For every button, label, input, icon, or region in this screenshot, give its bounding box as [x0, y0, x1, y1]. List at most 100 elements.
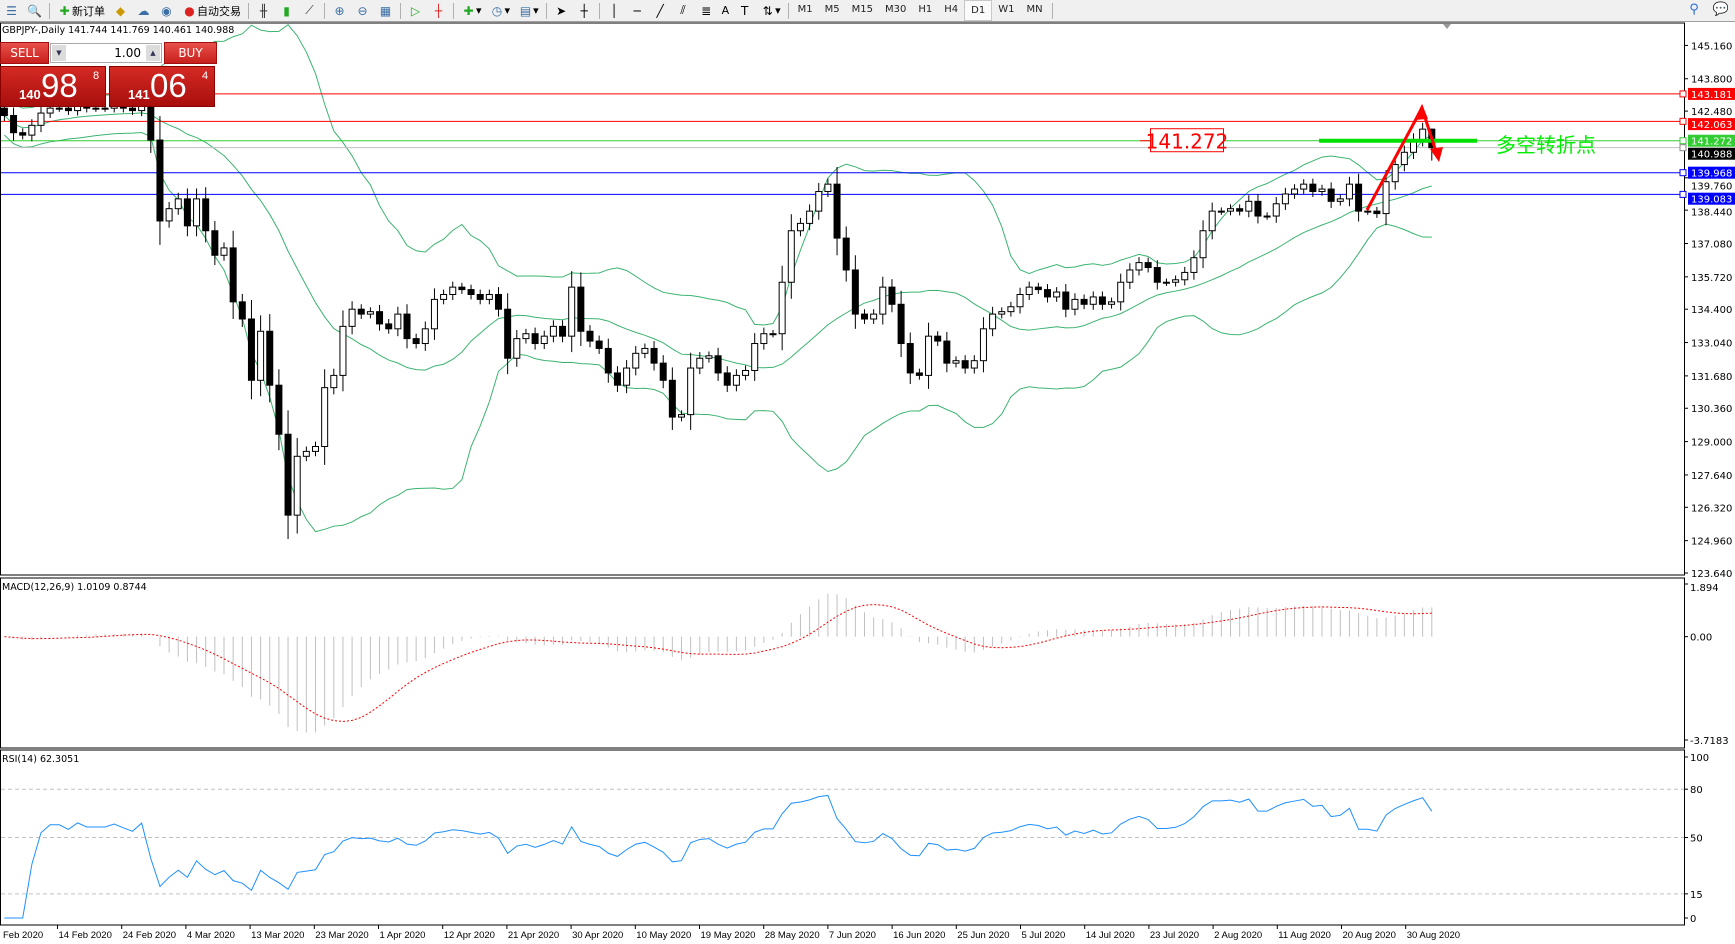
vertical-line-icon: │: [610, 3, 618, 18]
candle: [549, 325, 557, 337]
candle: [348, 308, 356, 327]
timeframe-mn[interactable]: MN: [1026, 4, 1043, 15]
candle: [1355, 183, 1363, 212]
zoom-in-button[interactable]: ⊕: [328, 1, 351, 20]
price-tick-label: 130.360: [1691, 404, 1732, 415]
candle: [193, 198, 201, 227]
trendline-tool[interactable]: ╱: [649, 1, 672, 20]
candle: [1117, 281, 1125, 303]
buy-price[interactable]: 141 06 4: [109, 66, 215, 107]
text-label-tool[interactable]: T: [733, 1, 756, 20]
lot-increase-button[interactable]: ▲: [146, 45, 160, 61]
timeframe-d1[interactable]: D1: [964, 0, 993, 21]
text-tool[interactable]: A: [718, 1, 734, 20]
candle: [815, 191, 823, 212]
auto-trading-button[interactable]: ● 自动交易: [178, 1, 245, 20]
auto-scroll-button[interactable]: ▷: [404, 1, 427, 20]
market-watch-button[interactable]: ☰: [0, 1, 23, 20]
zoom-out-button[interactable]: ⊖: [351, 1, 374, 20]
price-tick-label: 142.480: [1691, 107, 1732, 118]
arrows-tool[interactable]: ⇅ ▾: [756, 1, 785, 20]
candle: [513, 338, 521, 359]
timeframe-m1[interactable]: M1: [797, 4, 813, 15]
timeframe-m30[interactable]: M30: [885, 4, 907, 15]
tile-windows-button[interactable]: ▦: [374, 1, 397, 20]
search-icon[interactable]: ⚲: [1689, 2, 1699, 17]
candle: [1263, 215, 1271, 218]
main-plot: 141.272 多空转折点: [1, 24, 1684, 540]
date-label: 16 Jun 2020: [893, 930, 945, 941]
timeframe-h4[interactable]: H4: [944, 4, 959, 15]
candle: [861, 313, 868, 320]
candle: [714, 355, 722, 374]
cursor-tool[interactable]: ➤: [550, 1, 573, 20]
broadcast-button[interactable]: ◉: [155, 1, 178, 20]
chat-icon[interactable]: 💬: [1712, 2, 1729, 17]
sell-button[interactable]: SELL: [0, 42, 49, 64]
navigator-button[interactable]: 🔍: [23, 1, 46, 20]
horizontal-line-tool[interactable]: ─: [626, 1, 649, 20]
new-order-button[interactable]: ✚ 新订单: [53, 1, 109, 20]
candle: [1007, 306, 1015, 313]
candle: [787, 230, 795, 283]
date-label: 23 Jul 2020: [1150, 930, 1199, 941]
candle: [1, 107, 8, 117]
candle-chart-button[interactable]: ▮: [275, 1, 298, 20]
candle: [778, 281, 786, 335]
macd-tick-label: 1.894: [1690, 583, 1719, 594]
candle: [641, 347, 649, 354]
date-label: 7 Jun 2020: [829, 930, 876, 941]
candle: [1272, 203, 1280, 217]
crosshair-tool[interactable]: ┼: [573, 1, 596, 20]
divider: [598, 2, 600, 19]
bar-chart-button[interactable]: ╫: [252, 1, 275, 20]
candle: [952, 360, 960, 364]
candle: [824, 183, 832, 193]
candle: [1034, 286, 1042, 291]
sell-price-big-figure: 140: [19, 87, 41, 102]
timeframe-m15[interactable]: M15: [851, 4, 874, 15]
candle: [64, 107, 72, 112]
rsi-tick-label: 15: [1690, 890, 1703, 901]
price-line-label: 142.063: [1691, 120, 1732, 131]
candle: [842, 237, 850, 271]
timeframe-m5[interactable]: M5: [824, 4, 840, 15]
candle: [751, 343, 759, 371]
templates-button[interactable]: ▤ ▾: [519, 3, 539, 18]
timeframe-h1[interactable]: H1: [918, 4, 933, 15]
candle: [430, 298, 438, 330]
candle: [485, 293, 493, 300]
date-label: 10 May 2020: [636, 930, 691, 941]
rsi-label: RSI(14) 62.3051: [2, 754, 79, 765]
metaeditor-button[interactable]: ◆: [109, 1, 132, 20]
lot-size-input[interactable]: ▼ 1.00 ▲: [50, 43, 162, 63]
price-line-label: 139.083: [1691, 195, 1732, 206]
candle: [1126, 269, 1134, 283]
candle: [796, 222, 804, 232]
candle: [1190, 257, 1198, 273]
price-line-label: 141.272: [1691, 137, 1732, 148]
buy-label: BUY: [178, 46, 203, 60]
periods-button[interactable]: ◷ ▾: [486, 1, 515, 20]
vertical-line-tool[interactable]: │: [603, 1, 626, 20]
candle: [760, 333, 768, 345]
fibonacci-tool[interactable]: ≣: [695, 1, 718, 20]
date-label: 30 Apr 2020: [572, 930, 623, 941]
signals-button[interactable]: ☁: [132, 1, 155, 20]
candle: [1172, 279, 1180, 283]
line-chart-button[interactable]: ⟋: [298, 1, 321, 20]
divider: [324, 2, 325, 19]
buy-button[interactable]: BUY: [164, 42, 217, 64]
chart-shift-button[interactable]: ┼: [427, 1, 450, 20]
sell-price[interactable]: 140 98 8: [0, 66, 106, 107]
candle: [1144, 262, 1152, 269]
date-label: 14 Feb 2020: [59, 930, 112, 941]
candle: [998, 311, 1006, 315]
lot-decrease-button[interactable]: ▼: [52, 45, 66, 61]
equidistant-channel-tool[interactable]: ⫽: [672, 1, 695, 20]
timeframe-w1[interactable]: W1: [998, 4, 1015, 15]
candle: [1108, 301, 1116, 305]
indicators-button[interactable]: ✚ ▾: [457, 1, 486, 20]
candle: [632, 352, 640, 369]
